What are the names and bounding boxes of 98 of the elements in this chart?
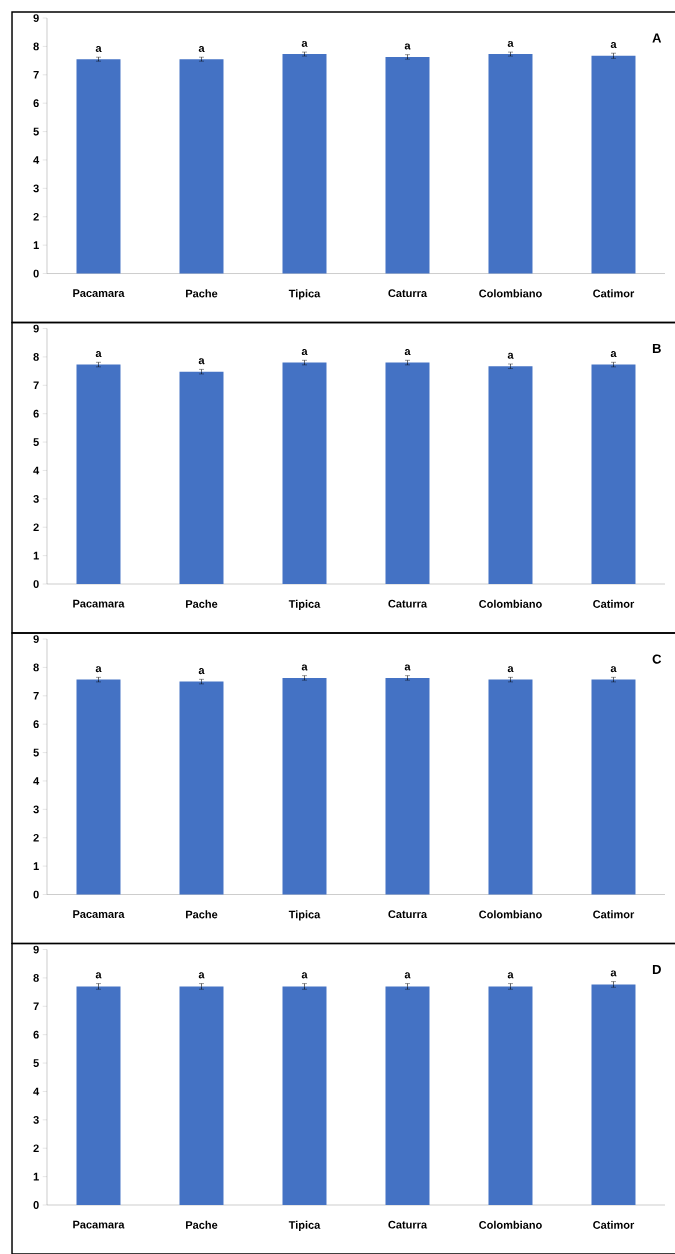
text: A <box>652 33 662 43</box>
x-tick-label: Colombiano <box>479 599 542 608</box>
y-tick-label: 0 <box>33 1201 39 1209</box>
y-tick-label: 7 <box>33 692 39 700</box>
annotation: a <box>610 351 617 358</box>
bar <box>488 366 533 585</box>
annotation: a <box>95 972 102 979</box>
y-tick-label: 2 <box>33 523 39 532</box>
bar <box>591 364 636 585</box>
x-tick-label: Caturra <box>388 289 428 298</box>
y-tick-label: 3 <box>33 805 39 814</box>
y-tick-label: 4 <box>33 156 40 164</box>
text: B <box>652 343 661 353</box>
y-tick-label: 1 <box>33 862 39 870</box>
annotation: a <box>301 664 308 671</box>
y-tick-label: 1 <box>33 551 39 560</box>
bar <box>76 364 121 585</box>
y-tick-label: 2 <box>33 833 39 842</box>
annotation: a <box>507 666 514 673</box>
bar <box>282 362 327 585</box>
annotation: a <box>507 352 514 359</box>
annotation: a <box>198 668 205 675</box>
y-tick-label: 4 <box>33 777 40 785</box>
x-tick-label: Caturra <box>388 910 428 919</box>
x-tick-label: Pacamara <box>73 599 125 608</box>
bar <box>179 371 224 585</box>
y-tick-label: 3 <box>33 1115 39 1124</box>
x-tick-label: Catimor <box>593 289 635 298</box>
x-tick-label: Pacamara <box>73 289 125 297</box>
annotation: a <box>610 42 617 49</box>
x-tick-label: Pacamara <box>73 1220 125 1229</box>
annotation: a <box>507 40 514 47</box>
x-tick-label: Colombiano <box>479 1220 542 1229</box>
x-tick-label: Tipica <box>288 910 321 921</box>
y-tick-label: 6 <box>33 720 39 729</box>
y-tick-label: 0 <box>33 580 39 588</box>
bar <box>385 362 430 585</box>
y-tick-label: 9 <box>33 14 39 22</box>
annotation: a <box>95 666 102 673</box>
y-tick-label: 7 <box>33 1002 39 1011</box>
x-tick-label: Tipica <box>288 1220 321 1232</box>
x-tick-label: Tipica <box>288 599 321 611</box>
annotation: a <box>301 40 308 47</box>
annotation: a <box>404 664 411 671</box>
annotation: a <box>404 972 411 979</box>
x-tick-label: Caturra <box>388 1220 428 1229</box>
y-tick-label: 8 <box>33 353 39 361</box>
x-tick-label: Catimor <box>593 910 635 919</box>
x-tick-label: Colombiano <box>479 910 542 919</box>
y-tick-label: 0 <box>33 890 39 899</box>
annotation: a <box>610 666 617 673</box>
y-tick-label: 9 <box>33 324 39 333</box>
y-tick-label: 7 <box>33 71 39 79</box>
y-tick-label: 5 <box>33 438 39 446</box>
y-tick-label: 3 <box>33 184 39 193</box>
text: D <box>652 964 661 974</box>
annotation: a <box>198 45 205 53</box>
y-tick-label: 8 <box>33 42 39 51</box>
annotation: a <box>301 349 308 356</box>
x-tick-label: Caturra <box>388 599 428 608</box>
y-tick-label: 7 <box>33 381 39 390</box>
x-tick-label: Pache <box>186 599 218 608</box>
y-tick-label: 3 <box>33 494 39 503</box>
annotation: a <box>301 972 308 979</box>
x-tick-label: Pacamara <box>73 910 125 918</box>
x-tick-label: Tipica <box>288 289 321 300</box>
y-tick-label: 4 <box>33 1087 40 1096</box>
x-tick-label: Pache <box>186 910 218 919</box>
y-tick-label: 8 <box>33 974 39 982</box>
y-tick-label: 2 <box>33 1144 39 1153</box>
x-tick-label: Pache <box>186 289 218 298</box>
y-tick-label: 0 <box>33 269 39 278</box>
text: C <box>652 654 662 664</box>
y-tick-label: 5 <box>33 1059 39 1067</box>
y-tick-label: 4 <box>33 466 40 475</box>
y-tick-label: 2 <box>33 212 39 221</box>
annotation: a <box>198 358 205 365</box>
y-tick-label: 1 <box>33 241 39 249</box>
y-tick-label: 9 <box>33 945 39 954</box>
y-tick-label: 5 <box>33 748 39 757</box>
x-tick-label: Catimor <box>593 599 635 608</box>
y-tick-label: 6 <box>33 1030 39 1039</box>
annotation: a <box>198 972 205 979</box>
x-tick-label: Catimor <box>593 1220 635 1229</box>
y-tick-label: 8 <box>33 663 39 672</box>
y-tick-label: 1 <box>33 1172 39 1181</box>
y-tick-label: 5 <box>33 127 39 136</box>
y-tick-label: 6 <box>33 409 39 418</box>
x-tick-label: Pache <box>186 1220 218 1229</box>
annotation: a <box>95 351 102 358</box>
annotation: a <box>507 972 514 979</box>
annotation: a <box>95 45 102 53</box>
x-tick-label: Colombiano <box>479 289 542 298</box>
annotation: a <box>404 43 411 50</box>
annotation: a <box>610 970 617 977</box>
y-tick-label: 9 <box>33 635 39 643</box>
y-tick-label: 6 <box>33 99 39 108</box>
annotation: a <box>404 349 411 356</box>
